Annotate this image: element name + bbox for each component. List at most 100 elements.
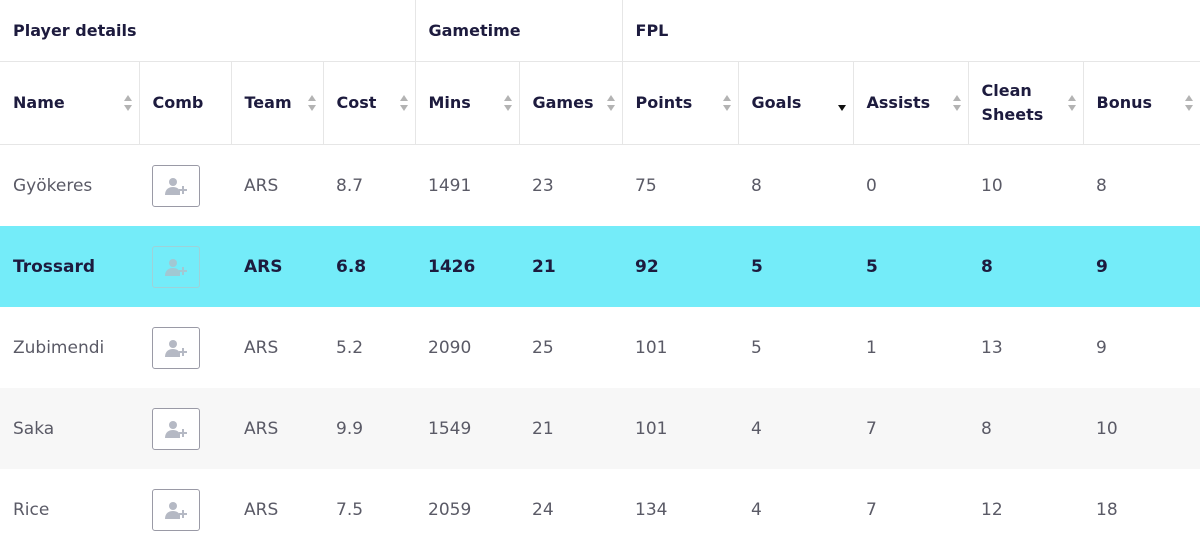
- player-name: Rice: [13, 499, 50, 520]
- column-label: Points: [635, 93, 693, 112]
- add-player-icon: [165, 177, 187, 195]
- sort-icon[interactable]: [1184, 94, 1194, 112]
- column-header[interactable]: Points: [622, 61, 739, 145]
- cell: 7: [853, 388, 969, 469]
- cell: 9: [1096, 337, 1107, 358]
- comb-button[interactable]: [152, 488, 200, 531]
- cell: 9: [1083, 226, 1200, 307]
- column-header[interactable]: Clean Sheets: [968, 61, 1084, 145]
- comb-cell: [139, 469, 231, 550]
- comb-button[interactable]: [152, 164, 200, 207]
- sort-icon[interactable]: [123, 94, 133, 112]
- cell: 0: [866, 175, 877, 196]
- column-header: Comb: [139, 61, 232, 145]
- cell: 7.5: [336, 499, 364, 520]
- column-label: Name: [13, 93, 65, 112]
- sort-icon[interactable]: [722, 94, 732, 112]
- add-player-icon: [165, 258, 187, 276]
- sort-icon[interactable]: [837, 94, 847, 112]
- comb-button[interactable]: [152, 245, 200, 288]
- group-header: Player details: [0, 0, 416, 62]
- player-name: Gyökeres: [13, 175, 93, 196]
- cell: 2059: [428, 499, 472, 520]
- cell: ARS: [244, 337, 279, 358]
- column-header[interactable]: Name: [0, 61, 140, 145]
- cell: 25: [532, 337, 554, 358]
- cell: 8: [1096, 175, 1107, 196]
- column-label: Team: [244, 93, 292, 112]
- cell: 1549: [415, 388, 519, 469]
- group-header: FPL: [622, 0, 1200, 62]
- sort-icon[interactable]: [503, 94, 513, 112]
- sort-icon[interactable]: [952, 94, 962, 112]
- column-header[interactable]: Bonus: [1083, 61, 1200, 145]
- cell: 1491: [428, 175, 472, 196]
- cell: 5.2: [336, 337, 364, 358]
- add-player-icon: [165, 501, 187, 519]
- cell: 21: [519, 226, 623, 307]
- column-label: Goals: [751, 93, 802, 112]
- cell: ARS: [231, 226, 323, 307]
- cell: 5: [738, 226, 854, 307]
- column-header[interactable]: Goals: [738, 61, 854, 145]
- column-header-row: Name Comb Team Cost Mins Games Points Goals Assi…: [0, 61, 1200, 145]
- cell: 10: [981, 175, 1003, 196]
- column-label: Comb: [152, 93, 204, 112]
- cell: 13: [981, 337, 1003, 358]
- cell: ARS: [231, 388, 323, 469]
- cell: 75: [635, 175, 657, 196]
- cell: 8.7: [336, 175, 364, 196]
- sort-icon[interactable]: [399, 94, 409, 112]
- sort-icon[interactable]: [307, 94, 317, 112]
- comb-cell: [139, 226, 231, 307]
- sort-icon[interactable]: [1067, 94, 1077, 112]
- column-header[interactable]: Assists: [853, 61, 969, 145]
- cell: 5: [751, 337, 762, 358]
- column-header[interactable]: Team: [231, 61, 324, 145]
- comb-button[interactable]: [152, 407, 200, 450]
- cell: 5: [853, 226, 969, 307]
- comb-button[interactable]: [152, 326, 200, 369]
- cell: 6.8: [323, 226, 415, 307]
- cell: 8: [751, 175, 762, 196]
- player-name: Trossard: [0, 226, 139, 307]
- column-header[interactable]: Mins: [415, 61, 520, 145]
- player-row[interactable]: Gyökeres ARS 8.7 1491 23 75 8 0 10 8: [0, 145, 1200, 227]
- column-label: Cost: [336, 93, 377, 112]
- cell: 101: [622, 388, 739, 469]
- player-name: Saka: [0, 388, 139, 469]
- table-body: Gyökeres ARS 8.7 1491 23 75 8 0 10 8 Trossard ARS 6.…: [0, 145, 1200, 551]
- player-row[interactable]: Saka ARS 9.9 1549 21 101 4 7 8 10: [0, 388, 1200, 469]
- column-label: Games: [532, 93, 594, 112]
- cell: 4: [751, 499, 762, 520]
- cell: 10: [1083, 388, 1200, 469]
- sort-icon[interactable]: [606, 94, 616, 112]
- player-row[interactable]: Trossard ARS 6.8 1426 21 92 5 5 8 9: [0, 226, 1200, 307]
- cell: 4: [738, 388, 854, 469]
- cell: 12: [981, 499, 1003, 520]
- column-label: Assists: [866, 93, 931, 112]
- player-row[interactable]: Zubimendi ARS 5.2 2090 25 101 5 1 13 9: [0, 307, 1200, 388]
- cell: 1426: [415, 226, 519, 307]
- column-header[interactable]: Cost: [323, 61, 416, 145]
- cell: 8: [968, 388, 1084, 469]
- add-player-icon: [165, 420, 187, 438]
- player-name: Zubimendi: [13, 337, 105, 358]
- cell: 24: [532, 499, 554, 520]
- player-row[interactable]: Rice ARS 7.5 2059 24 134 4 7 12 18: [0, 469, 1200, 550]
- comb-cell: [139, 388, 231, 469]
- cell: 7: [866, 499, 877, 520]
- column-label: Bonus: [1096, 93, 1153, 112]
- cell: 8: [968, 226, 1084, 307]
- cell: 2090: [428, 337, 472, 358]
- cell: 92: [622, 226, 739, 307]
- comb-cell: [139, 145, 231, 227]
- cell: 23: [532, 175, 554, 196]
- cell: 9.9: [323, 388, 415, 469]
- column-header[interactable]: Games: [519, 61, 623, 145]
- add-player-icon: [165, 339, 187, 357]
- cell: 134: [635, 499, 668, 520]
- column-label: Clean Sheets: [981, 81, 1044, 124]
